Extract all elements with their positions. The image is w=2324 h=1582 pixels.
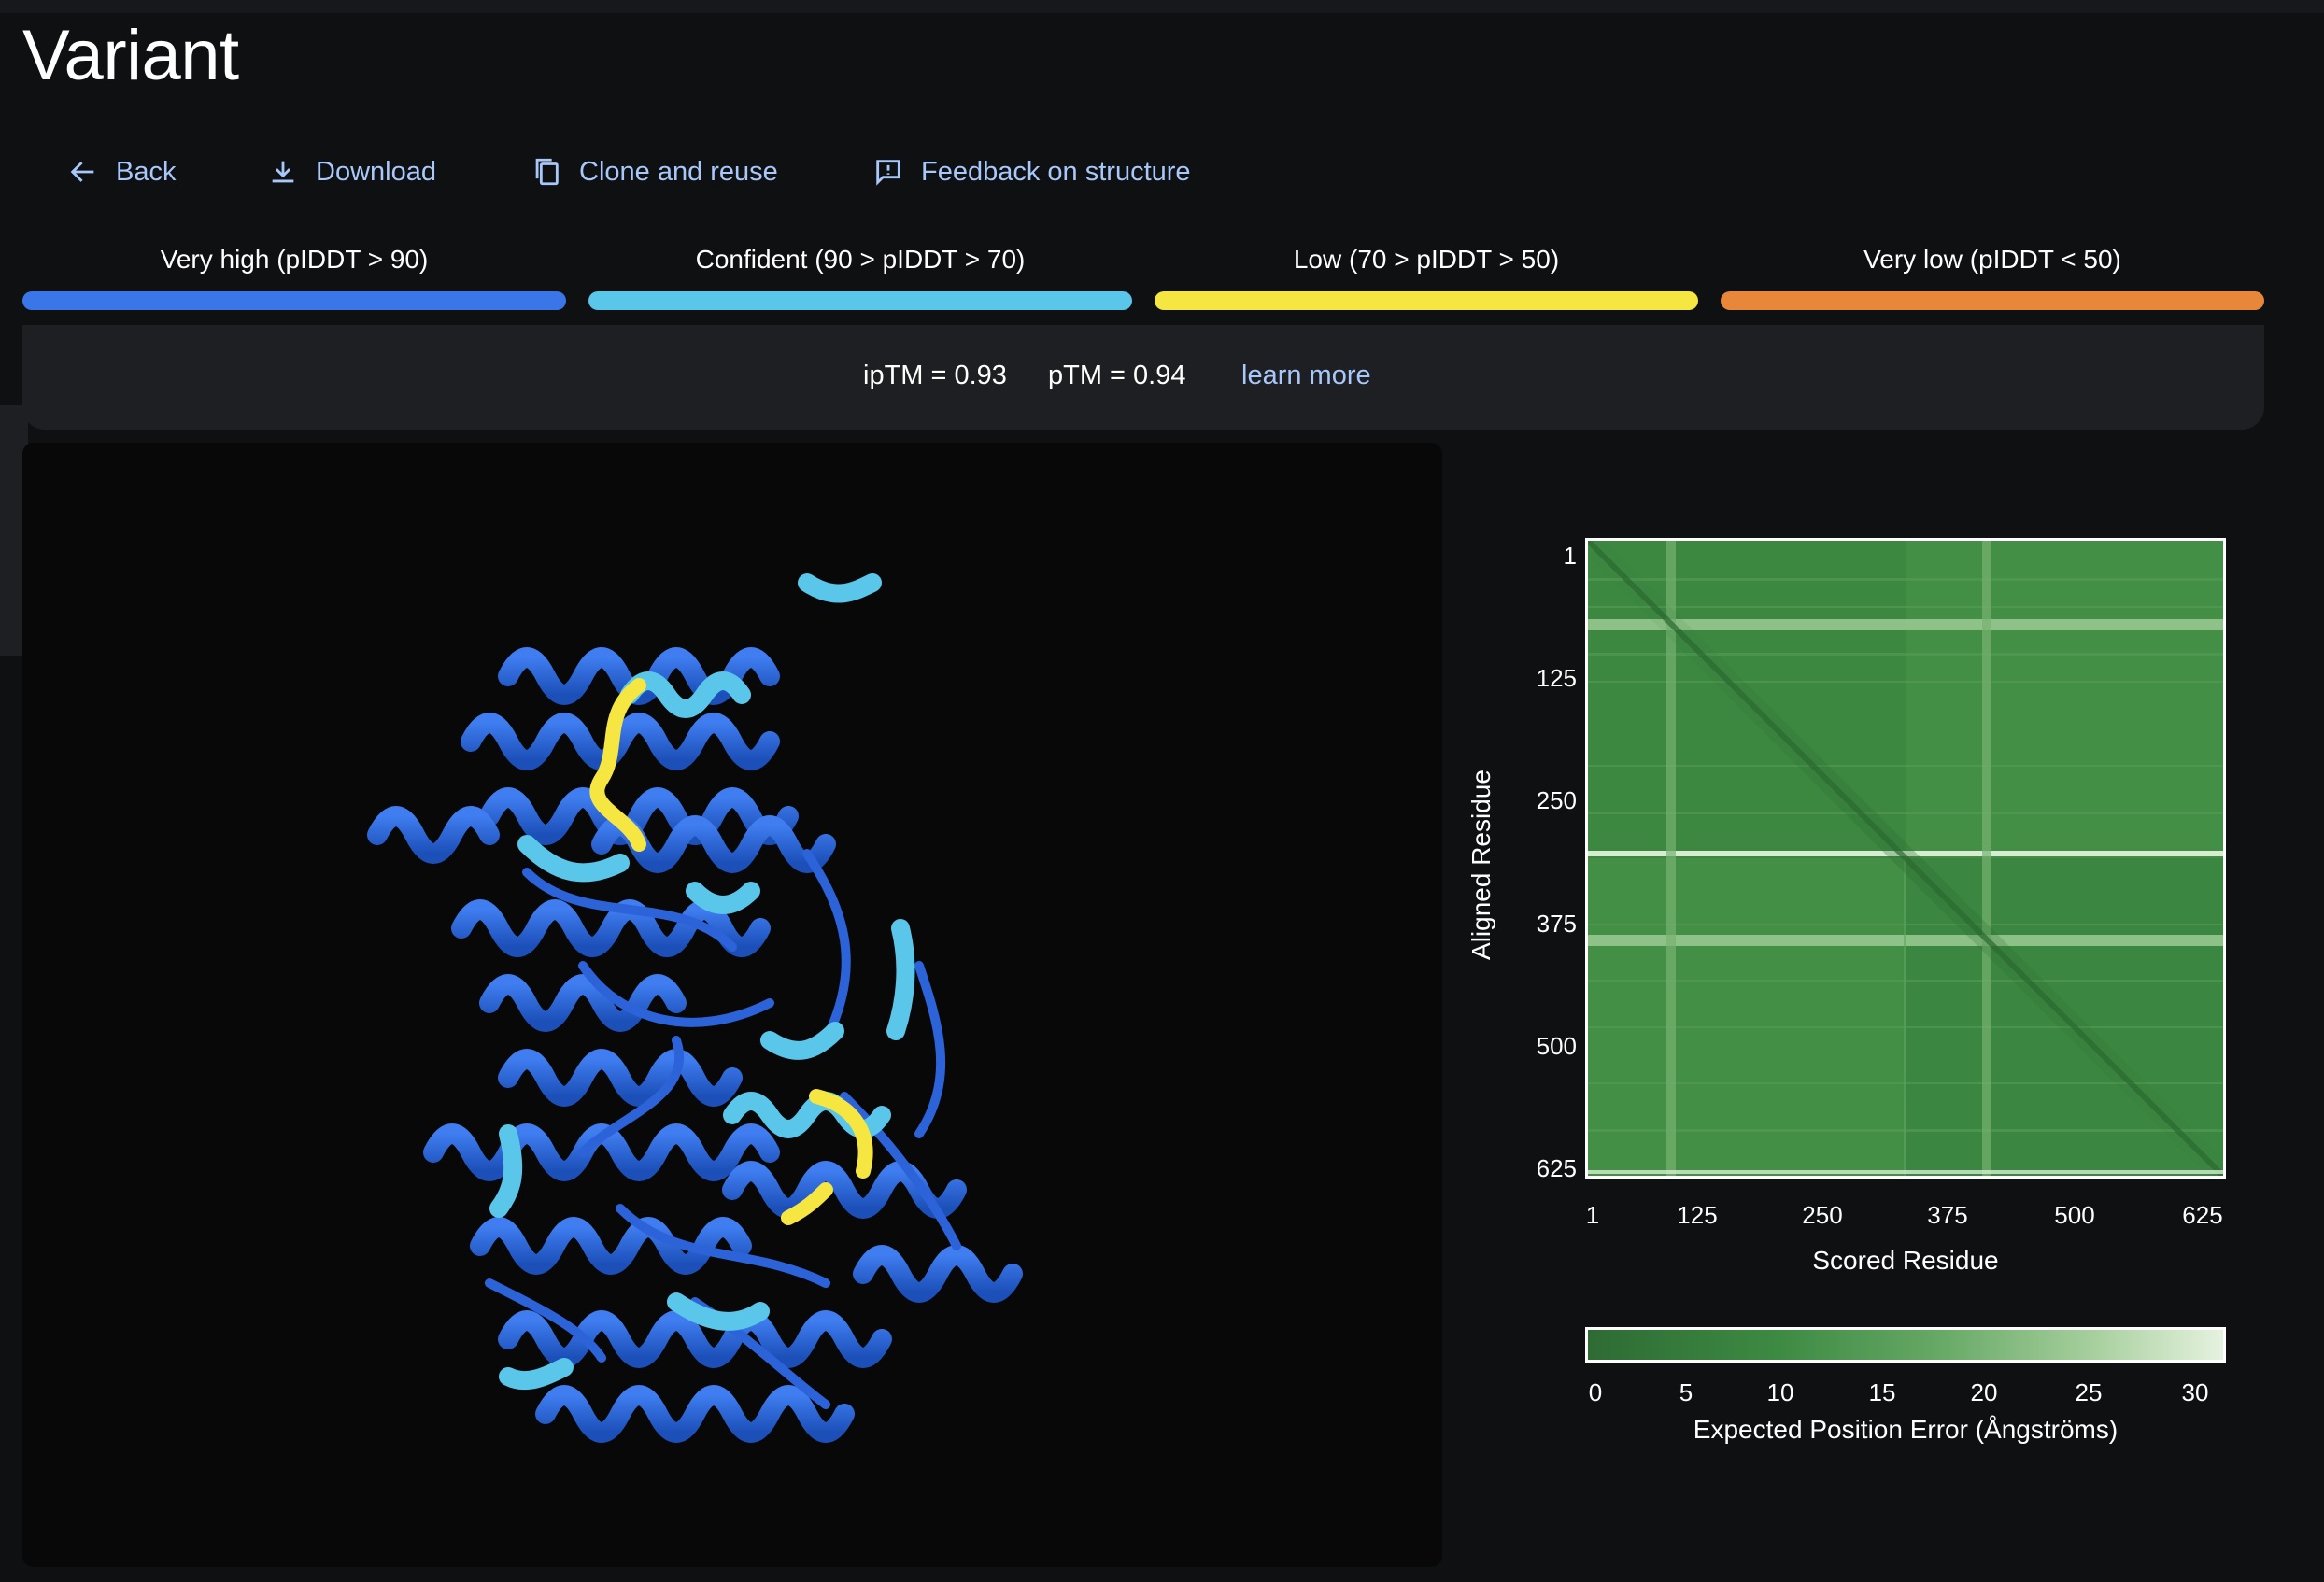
x-tick-label: 375: [1927, 1201, 1968, 1229]
legend-bar: [588, 291, 1132, 310]
legend-low: Low (70 > pIDDT > 50): [1155, 245, 1698, 312]
metrics-panel: ipTM = 0.93 pTM = 0.94 learn more: [22, 325, 2264, 430]
y-tick-label: 1: [1563, 542, 1577, 570]
structure-viewer[interactable]: [22, 443, 1442, 1567]
copy-icon: [535, 158, 559, 186]
legend-confident: Confident (90 > pIDDT > 70): [588, 245, 1132, 312]
ptm-value: pTM = 0.94: [1048, 360, 1186, 390]
colorbar-tick: 25: [2075, 1378, 2103, 1406]
y-tick-label: 125: [1536, 664, 1577, 692]
x-tick-label: 500: [2054, 1201, 2095, 1229]
colorbar-tick: 20: [1970, 1378, 1998, 1406]
x-tick-label: 1: [1585, 1201, 1600, 1229]
iptm-value: ipTM = 0.93: [863, 360, 1007, 390]
pae-heatmap[interactable]: [1585, 538, 2226, 1179]
legend-label: Confident (90 > pIDDT > 70): [695, 245, 1026, 274]
plddt-legend: Very high (pIDDT > 90) Confident (90 > p…: [22, 245, 2264, 312]
legend-label: Very high (pIDDT > 90): [160, 245, 429, 274]
clone-label: Clone and reuse: [579, 156, 778, 187]
top-strip: [0, 0, 2324, 13]
colorbar-label: Expected Position Error (Ångströms): [1693, 1415, 2119, 1444]
back-label: Back: [116, 156, 177, 187]
legend-label: Very low (pIDDT < 50): [1863, 245, 2121, 274]
page-title: Variant: [22, 16, 239, 95]
colorbar-tick: 30: [2181, 1378, 2209, 1406]
back-button[interactable]: Back: [67, 148, 176, 196]
feedback-button[interactable]: Feedback on structure: [872, 148, 1191, 196]
legend-label: Low (70 > pIDDT > 50): [1293, 245, 1560, 274]
y-tick-label: 375: [1536, 910, 1577, 938]
legend-bar: [22, 291, 566, 310]
pae-heatmap-svg: [1588, 541, 2223, 1176]
arrow-left-icon: [70, 162, 94, 182]
y-axis-label: Aligned Residue: [1467, 770, 1495, 960]
colorbar-tick: 10: [1766, 1378, 1794, 1406]
download-icon: [272, 161, 294, 183]
toolbar: Back Download Clone and reuse Feedback o…: [0, 148, 1308, 196]
protein-structure-icon: [367, 573, 1023, 1443]
clone-button[interactable]: Clone and reuse: [531, 148, 778, 196]
legend-bar: [1155, 291, 1698, 310]
legend-very-high: Very high (pIDDT > 90): [22, 245, 566, 312]
legend-bar: [1721, 291, 2264, 310]
colorbar-tick: 5: [1679, 1378, 1693, 1406]
feedback-icon: [876, 160, 900, 186]
y-tick-label: 250: [1536, 786, 1577, 814]
pae-colorbar: [1585, 1327, 2226, 1363]
colorbar-tick: 0: [1588, 1378, 1603, 1406]
legend-very-low: Very low (pIDDT < 50): [1721, 245, 2264, 312]
x-tick-label: 125: [1677, 1201, 1718, 1229]
learn-more-link[interactable]: learn more: [1241, 360, 1371, 390]
y-tick-label: 500: [1536, 1032, 1577, 1060]
x-tick-label: 250: [1802, 1201, 1843, 1229]
download-label: Download: [316, 156, 436, 187]
download-button[interactable]: Download: [267, 148, 436, 196]
colorbar-tick: 15: [1868, 1378, 1896, 1406]
feedback-label: Feedback on structure: [921, 156, 1191, 187]
x-tick-label: 625: [2182, 1201, 2223, 1229]
y-tick-label: 625: [1536, 1154, 1577, 1182]
x-axis-label: Scored Residue: [1812, 1246, 1999, 1275]
